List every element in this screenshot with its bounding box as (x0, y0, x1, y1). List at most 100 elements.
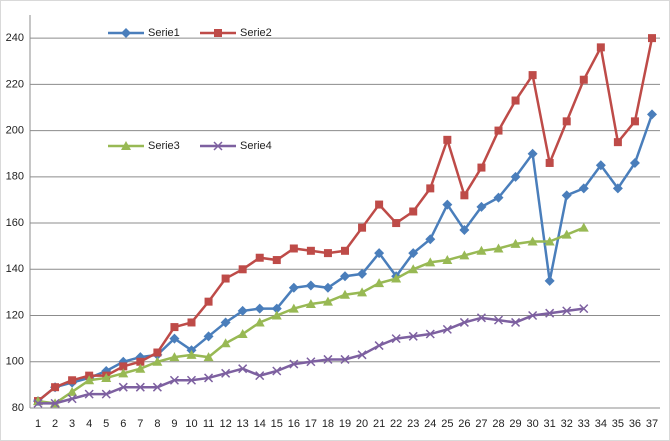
x-tick-label: 5 (103, 418, 109, 430)
marker (561, 190, 572, 201)
marker (392, 219, 401, 228)
x-tick-label: 33 (578, 418, 590, 430)
marker (545, 308, 555, 318)
marker (238, 364, 248, 374)
x-tick-label: 30 (526, 418, 538, 430)
marker (118, 368, 129, 378)
marker (51, 383, 60, 392)
marker (118, 382, 128, 392)
marker (340, 354, 350, 364)
marker (272, 256, 281, 265)
x-tick-label: 18 (322, 418, 334, 430)
marker (323, 249, 332, 258)
marker (527, 236, 538, 246)
marker (340, 271, 350, 282)
marker (170, 323, 179, 332)
x-tick-label: 10 (185, 418, 197, 430)
y-tick-label: 240 (6, 32, 24, 44)
x-tick-label: 6 (120, 418, 126, 430)
legend-label: Serie2 (240, 27, 272, 39)
x-tick-label: 24 (424, 418, 436, 430)
marker (595, 160, 606, 171)
marker (238, 265, 247, 274)
y-tick-label: 200 (6, 124, 24, 136)
marker (596, 43, 605, 52)
marker (527, 148, 538, 159)
marker (220, 317, 231, 328)
marker (408, 264, 419, 274)
marker (408, 248, 419, 259)
marker (101, 372, 112, 382)
marker (442, 199, 453, 210)
marker (443, 135, 452, 144)
x-tick-label: 36 (629, 418, 641, 430)
marker (426, 184, 435, 193)
x-tick-label: 13 (237, 418, 249, 430)
marker (391, 273, 402, 283)
marker (425, 234, 436, 245)
x-tick-label: 7 (137, 418, 143, 430)
marker (68, 376, 77, 385)
marker (186, 349, 197, 359)
marker (375, 200, 384, 209)
series-line (37, 37, 654, 403)
x-tick-label: 26 (458, 418, 470, 430)
marker (612, 183, 623, 194)
marker (50, 398, 60, 408)
x-tick-label: 12 (219, 418, 231, 430)
marker (203, 352, 214, 362)
marker (358, 223, 367, 232)
marker (613, 138, 622, 147)
y-tick-label: 100 (6, 356, 24, 368)
x-tick-label: 3 (69, 418, 75, 430)
x-tick-label: 4 (86, 418, 92, 430)
marker (221, 274, 230, 283)
marker (152, 356, 163, 366)
marker (203, 331, 214, 342)
x-tick-label: 16 (288, 418, 300, 430)
marker (306, 357, 316, 367)
marker (254, 317, 265, 327)
marker (391, 334, 401, 344)
x-tick-label: 8 (154, 418, 160, 430)
marker (493, 315, 504, 325)
marker (374, 278, 385, 288)
marker (305, 298, 316, 308)
marker (288, 282, 299, 293)
y-tick-label: 140 (6, 263, 24, 275)
marker (477, 163, 486, 172)
marker (271, 310, 282, 320)
x-tick-label: 14 (254, 418, 266, 430)
x-tick-label: 20 (356, 418, 368, 430)
x-tick-label: 17 (305, 418, 317, 430)
marker (67, 386, 78, 396)
marker (562, 117, 571, 126)
marker (288, 303, 299, 313)
marker (187, 318, 196, 327)
marker (494, 126, 503, 135)
marker (579, 75, 588, 84)
x-tick-label: 27 (475, 418, 487, 430)
marker (255, 371, 265, 381)
marker (135, 363, 146, 373)
x-tick-label: 11 (203, 418, 214, 430)
marker (510, 238, 521, 248)
marker (67, 394, 77, 404)
marker (341, 246, 349, 255)
marker (459, 250, 470, 260)
marker (237, 329, 248, 339)
marker (511, 317, 521, 327)
marker (442, 324, 452, 334)
marker (204, 297, 213, 306)
marker (84, 375, 95, 385)
marker (493, 243, 504, 253)
x-tick-label: 23 (407, 418, 419, 430)
x-tick-label: 22 (390, 418, 402, 430)
y-tick-label: 220 (6, 78, 24, 90)
marker (562, 306, 572, 316)
marker (254, 303, 265, 314)
marker (135, 382, 145, 392)
marker (544, 275, 555, 286)
y-tick-label: 120 (6, 309, 24, 321)
x-tick-label: 28 (492, 418, 504, 430)
